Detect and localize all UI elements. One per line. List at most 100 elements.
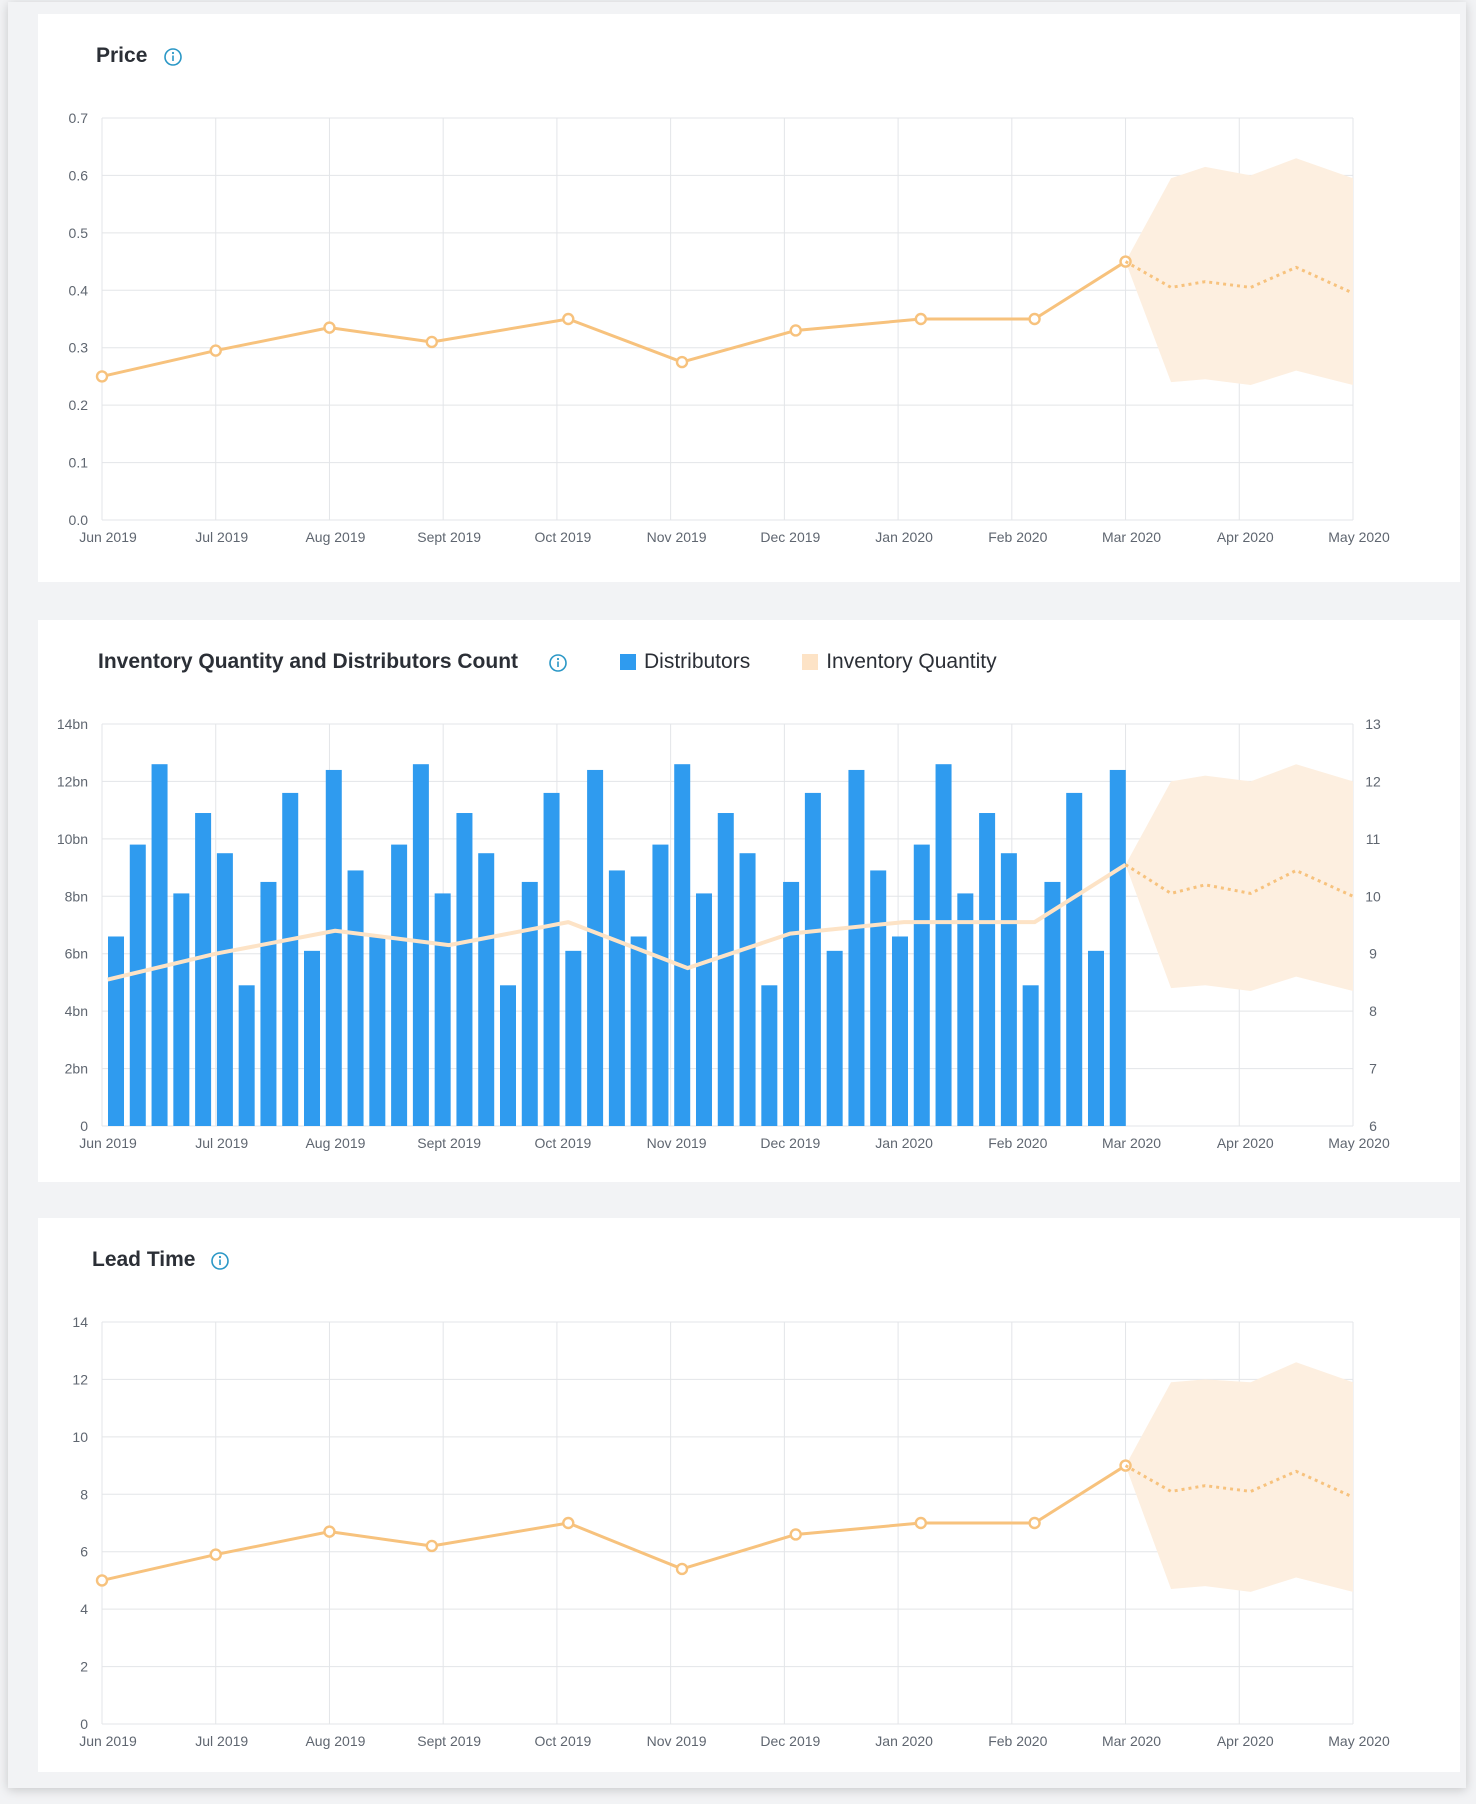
dashboard-frame: Price 0.0 0.1 0.2 0.3 0.4 0.5 0.6 0.7 Jun 2019 Ju… <box>8 2 1466 1788</box>
data-point-marker <box>323 321 336 334</box>
data-point-marker <box>789 1528 802 1541</box>
distributors-bar <box>1109 769 1126 1126</box>
y-tick-label: 10bn <box>57 831 88 847</box>
distributors-bar <box>761 985 778 1126</box>
inventory-panel-header: Inventory Quantity and Distributors Coun… <box>38 620 1460 680</box>
inventory-panel: Inventory Quantity and Distributors Coun… <box>38 620 1460 1182</box>
y-tick-label: 0 <box>80 1716 88 1732</box>
y-right-tick-label: 9 <box>1369 946 1377 962</box>
y-tick-label: 0 <box>80 1118 88 1134</box>
x-tick-label: Feb 2020 <box>988 1733 1047 1749</box>
distributors-bar <box>282 792 299 1126</box>
forecast-line <box>1124 863 1354 898</box>
y-tick-label: 6 <box>80 1544 88 1560</box>
distributors-bar <box>695 893 712 1126</box>
data-point-marker <box>209 344 222 357</box>
distributors-bar <box>543 792 560 1126</box>
legend-item-inventory-quantity[interactable]: Inventory Quantity <box>802 650 997 674</box>
lead-time-panel: Lead Time 0 2 4 6 8 10 12 14 Jun 2019 Jul 2019 Aug… <box>38 1218 1460 1772</box>
y-tick-label: 14 <box>72 1314 88 1330</box>
x-tick-label: May 2020 <box>1328 1733 1390 1749</box>
distributors-bar <box>848 769 865 1126</box>
data-point-marker <box>914 312 928 326</box>
distributors-bar <box>173 893 190 1126</box>
x-tick-label: Dec 2019 <box>760 1733 820 1749</box>
x-tick-label: Nov 2019 <box>647 529 707 545</box>
forecast-line <box>1124 260 1354 295</box>
x-tick-label: Mar 2020 <box>1102 529 1161 545</box>
data-point-marker <box>95 370 109 383</box>
x-tick-label: Nov 2019 <box>647 1135 707 1151</box>
data-line <box>101 260 1127 378</box>
distributors-bar <box>652 844 669 1126</box>
data-point-marker <box>425 1539 439 1553</box>
inventory-chart-title: Inventory Quantity and Distributors Coun… <box>98 650 519 673</box>
x-tick-label: Oct 2019 <box>534 1733 591 1749</box>
forecast-confidence-band <box>1125 1362 1353 1592</box>
distributors-bar <box>957 893 974 1126</box>
y-tick-label: 2bn <box>65 1061 88 1077</box>
price-panel: Price 0.0 0.1 0.2 0.3 0.4 0.5 0.6 0.7 Jun 2019 Ju… <box>38 14 1460 582</box>
distributors-bar <box>1066 792 1083 1126</box>
data-line <box>107 863 1127 982</box>
x-tick-label: Jan 2020 <box>875 1733 933 1749</box>
lead-time-chart-title: Lead Time <box>92 1248 196 1271</box>
x-tick-label: Oct 2019 <box>534 1135 591 1151</box>
y-tick-label: 0.6 <box>69 167 89 183</box>
x-tick-label: Apr 2020 <box>1217 1135 1274 1151</box>
y-right-tick-label: 8 <box>1369 1003 1377 1019</box>
legend-label-inventory-quantity: Inventory Quantity <box>826 650 997 673</box>
y-tick-label: 8bn <box>65 888 88 904</box>
y-tick-label: 0.0 <box>69 512 89 528</box>
distributors-bar <box>521 881 538 1126</box>
distributors-bar <box>565 950 582 1126</box>
data-point-marker <box>425 335 439 349</box>
price-line-chart: 0.0 0.1 0.2 0.3 0.4 0.5 0.6 0.7 Jun 2019 Jul 2019… <box>69 110 1390 545</box>
distributors-bar <box>891 936 908 1126</box>
y-tick-label: 0.5 <box>69 225 89 241</box>
distributors-bar <box>1000 853 1017 1126</box>
data-point-marker <box>1028 312 1041 326</box>
distributors-bar <box>238 985 255 1126</box>
distributors-bar <box>979 813 996 1126</box>
lead-time-line-chart: 0 2 4 6 8 10 12 14 Jun 2019 Jul 2019 Aug 2019 Sept … <box>72 1314 1390 1749</box>
y-right-tick-label: 6 <box>1369 1118 1377 1134</box>
info-circle-icon[interactable] <box>210 1251 230 1271</box>
info-circle-icon[interactable] <box>548 653 568 673</box>
data-point-marker <box>95 1574 109 1587</box>
distributors-bar <box>391 844 408 1126</box>
info-circle-icon[interactable] <box>163 47 183 67</box>
distributors-bar <box>826 950 843 1126</box>
data-point-marker <box>675 355 689 369</box>
legend-item-distributors[interactable]: Distributors <box>620 650 750 674</box>
data-point-marker <box>914 1516 928 1530</box>
y-tick-label: 12 <box>72 1371 88 1387</box>
y-tick-label: 14bn <box>57 716 88 732</box>
x-tick-label: Dec 2019 <box>760 1135 820 1151</box>
x-tick-label: May 2020 <box>1328 1135 1390 1151</box>
inventory-bar-line-chart: 0 2bn 4bn 6bn 8bn 10bn 12bn 14bn Jun 2019 Jul 201… <box>57 716 1390 1151</box>
x-tick-label: Mar 2020 <box>1102 1733 1161 1749</box>
distributors-bar <box>587 769 604 1126</box>
data-point-marker <box>562 1516 575 1530</box>
data-point-marker <box>789 324 802 337</box>
x-tick-label: Aug 2019 <box>305 529 365 545</box>
distributors-bar <box>434 893 451 1126</box>
distributors-bar <box>151 764 168 1126</box>
distributors-bar <box>870 870 887 1126</box>
y-right-tick-label: 11 <box>1366 831 1381 847</box>
x-tick-label: Sept 2019 <box>417 1135 481 1151</box>
data-point-marker <box>1028 1516 1041 1530</box>
distributors-bar <box>1087 950 1104 1126</box>
distributors-bar <box>456 813 473 1126</box>
x-tick-label: Jun 2019 <box>79 1733 137 1749</box>
data-point-marker <box>675 1562 689 1576</box>
distributors-bar <box>325 769 342 1126</box>
distributors-bar <box>935 764 952 1126</box>
data-line <box>101 1464 1127 1582</box>
y-right-tick-label: 12 <box>1365 773 1381 789</box>
x-tick-label: Jul 2019 <box>195 1135 248 1151</box>
x-tick-label: Dec 2019 <box>760 529 820 545</box>
x-tick-label: Sept 2019 <box>417 1733 481 1749</box>
y-tick-label: 0.7 <box>69 110 89 126</box>
